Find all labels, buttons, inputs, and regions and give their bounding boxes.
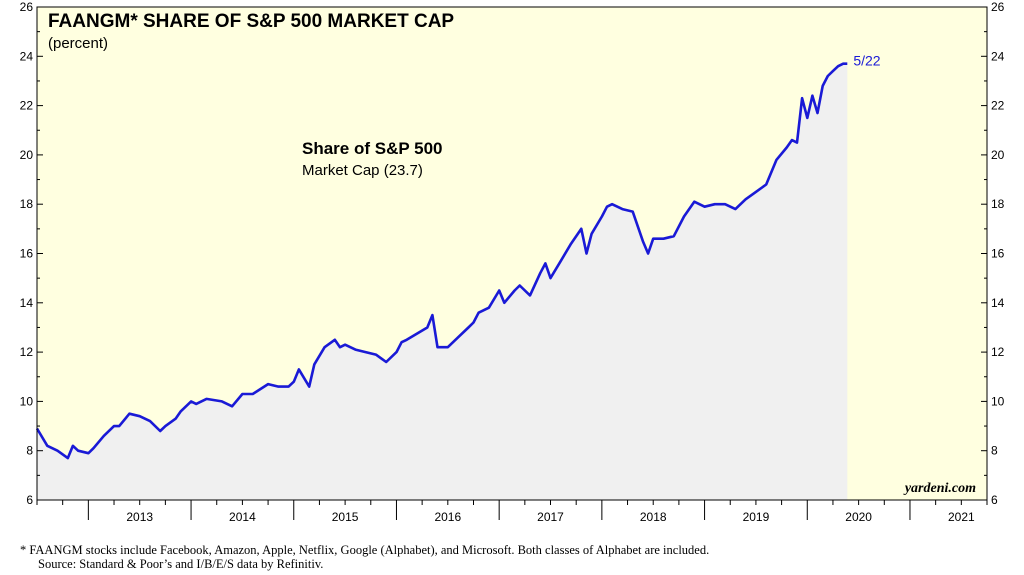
y-tick-label-right: 18 bbox=[991, 197, 1005, 211]
y-tick-label-left: 22 bbox=[20, 99, 34, 113]
y-tick-label-right: 16 bbox=[991, 247, 1005, 261]
y-tick-label-right: 12 bbox=[991, 345, 1005, 359]
footnote-line-2: Source: Standard & Poor’s and I/B/E/S da… bbox=[38, 557, 324, 571]
x-tick-label: 2021 bbox=[948, 510, 975, 524]
y-tick-label-left: 20 bbox=[20, 148, 34, 162]
y-tick-label-left: 6 bbox=[26, 493, 33, 507]
y-axis-right: 6 8 10 12 14 16 18 20 22 24 26 bbox=[981, 0, 1005, 507]
y-tick-label-left: 10 bbox=[20, 394, 34, 408]
annotation-text: Market Cap (23.7) bbox=[302, 162, 423, 179]
watermark: yardeni.com bbox=[903, 481, 976, 496]
y-tick-label-right: 6 bbox=[991, 493, 998, 507]
footnote: * FAANGM stocks include Facebook, Amazon… bbox=[20, 543, 709, 571]
y-axis-left: 6 8 10 12 14 16 18 20 22 24 26 bbox=[20, 0, 43, 507]
y-tick-label-right: 24 bbox=[991, 49, 1005, 63]
x-tick-label: 2013 bbox=[126, 510, 153, 524]
y-tick-label-right: 10 bbox=[991, 394, 1005, 408]
y-tick-label-right: 8 bbox=[991, 444, 998, 458]
x-tick-label: 2015 bbox=[332, 510, 359, 524]
y-tick-label-right: 20 bbox=[991, 148, 1005, 162]
series-area bbox=[37, 63, 848, 500]
x-tick-label: 2014 bbox=[229, 510, 256, 524]
y-tick-label-left: 12 bbox=[20, 345, 34, 359]
y-tick-label-right: 22 bbox=[991, 99, 1005, 113]
x-tick-label: 2019 bbox=[743, 510, 770, 524]
x-axis: 2013 2014 2015 2016 2017 2018 2019 2020 2021 bbox=[36, 500, 988, 524]
y-tick-label-right: 26 bbox=[991, 0, 1005, 14]
chart-subtitle: (percent) bbox=[48, 35, 108, 52]
y-tick-label-left: 14 bbox=[20, 296, 34, 310]
y-tick-label-right: 14 bbox=[991, 296, 1005, 310]
y-tick-label-left: 8 bbox=[26, 444, 33, 458]
y-tick-label-left: 24 bbox=[20, 49, 34, 63]
y-tick-label-left: 18 bbox=[20, 197, 34, 211]
chart-title: FAANGM* SHARE OF S&P 500 MARKET CAP bbox=[48, 11, 454, 32]
footnote-line-1: * FAANGM stocks include Facebook, Amazon… bbox=[20, 543, 710, 557]
series-line bbox=[35, 62, 848, 460]
end-date-label: 5/22 bbox=[853, 53, 880, 69]
y-tick-label-left: 26 bbox=[20, 0, 34, 14]
y-tick-label-left: 16 bbox=[20, 247, 34, 261]
x-tick-label: 2017 bbox=[537, 510, 564, 524]
x-tick-label: 2016 bbox=[434, 510, 461, 524]
x-tick-label: 2020 bbox=[845, 510, 872, 524]
annotation-title: Share of S&P 500 bbox=[302, 139, 442, 158]
plot-frame bbox=[36, 6, 988, 501]
x-tick-label: 2018 bbox=[640, 510, 667, 524]
